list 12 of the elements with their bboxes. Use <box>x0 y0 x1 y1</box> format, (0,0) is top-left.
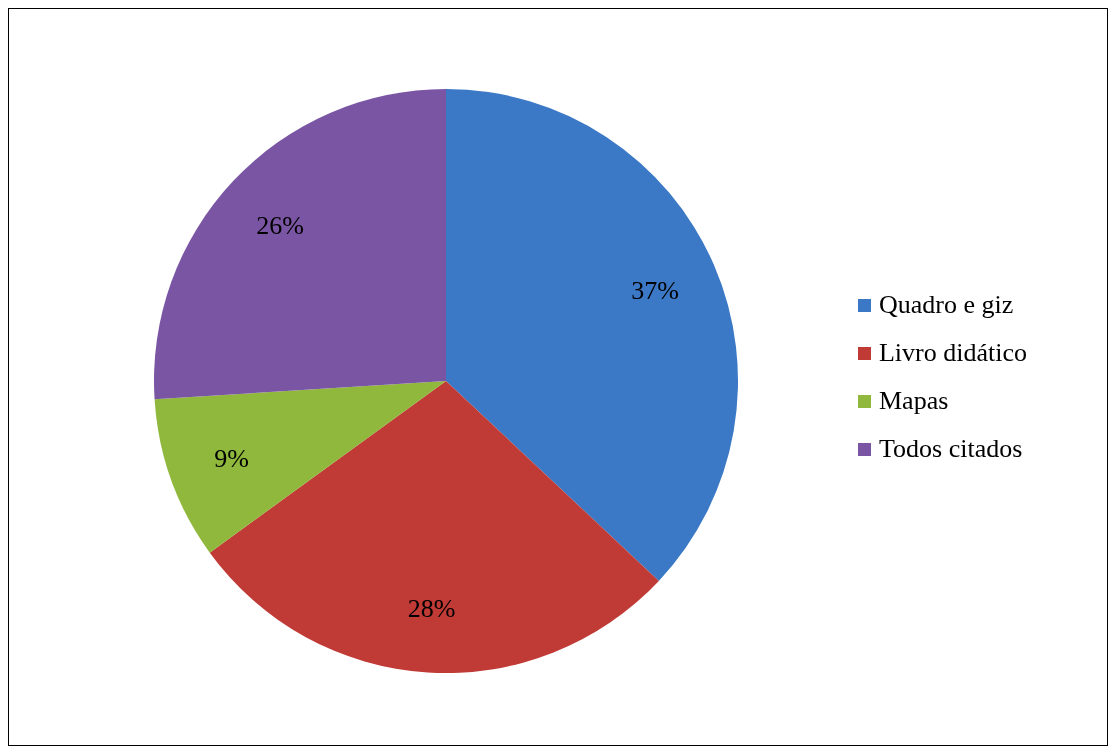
legend-label: Livro didático <box>878 338 1027 368</box>
pie-slice <box>154 381 446 553</box>
legend-label: Quadro e giz <box>878 290 1014 320</box>
legend-label: Mapas <box>878 386 949 416</box>
legend-label: Todos citados <box>878 434 1023 464</box>
pie-slice <box>209 381 659 673</box>
data-label: 37% <box>631 276 679 306</box>
data-label: 28% <box>407 593 456 623</box>
pie-slice <box>446 89 738 581</box>
data-label: 26% <box>256 210 304 240</box>
pie-slice <box>154 89 446 400</box>
data-label: 9% <box>214 443 250 473</box>
